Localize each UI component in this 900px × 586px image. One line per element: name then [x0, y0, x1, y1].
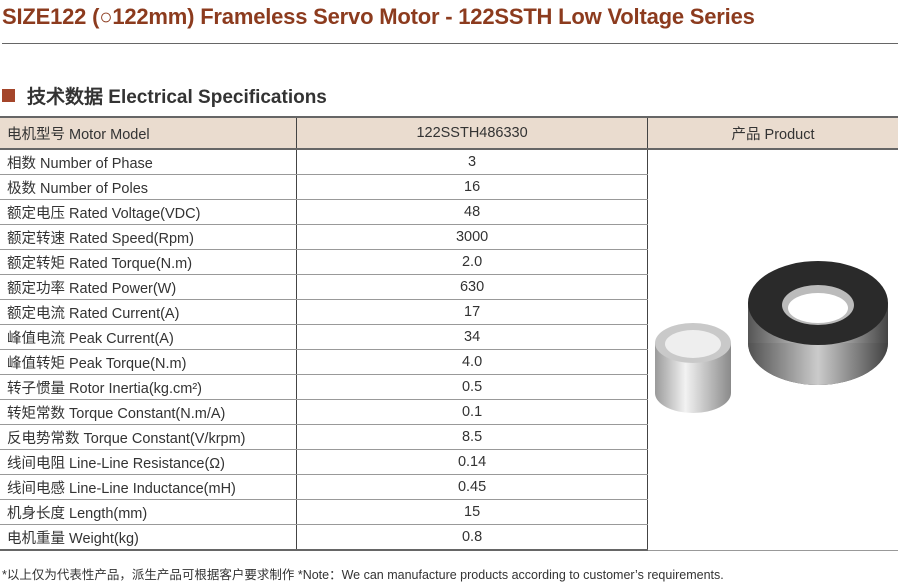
motor-image	[655, 260, 888, 413]
spec-label: 相数 Number of Phase	[0, 149, 298, 175]
spec-value: 4.0	[296, 349, 648, 375]
table-row: 峰值电流 Peak Current(A) 34	[0, 324, 898, 350]
header-cell: 产品 Product	[647, 116, 898, 150]
spec-label: 额定功率 Rated Power(W)	[0, 274, 298, 300]
spec-label: 转矩常数 Torque Constant(N.m/A)	[0, 399, 298, 425]
page-title: SIZE122 (○122mm) Frameless Servo Motor -…	[2, 4, 755, 29]
table-row: 线间电阻 Line-Line Resistance(Ω) 0.14	[0, 449, 898, 475]
spec-label: 峰值转矩 Peak Torque(N.m)	[0, 349, 298, 375]
spec-value: 630	[296, 274, 648, 300]
table-row: 额定功率 Rated Power(W) 630	[0, 274, 898, 300]
table-row: 机身长度 Length(mm) 15	[0, 499, 898, 525]
table-row: 额定电流 Rated Current(A) 17	[0, 299, 898, 325]
spec-value: 0.5	[296, 374, 648, 400]
table-header-row: 电机型号 Motor Model 122SSTH486330 产品 Produc…	[0, 116, 898, 150]
table-row: 额定电压 Rated Voltage(VDC) 48	[0, 199, 898, 225]
footnote: *以上仅为代表性产品，派生产品可根据客户要求制作 *Note：We can ma…	[2, 568, 724, 582]
spec-label: 反电势常数 Torque Constant(V/krpm)	[0, 424, 298, 450]
spec-label: 额定转速 Rated Speed(Rpm)	[0, 224, 298, 250]
spec-value: 0.8	[296, 524, 648, 551]
header-cell: 122SSTH486330	[296, 116, 648, 150]
table-row: 转子惯量 Rotor Inertia(kg.cm²) 0.5	[0, 374, 898, 400]
spec-value: 0.1	[296, 399, 648, 425]
spec-value: 8.5	[296, 424, 648, 450]
table-row: 额定转矩 Rated Torque(N.m) 2.0	[0, 249, 898, 275]
spec-value: 15	[296, 499, 648, 525]
spec-label: 额定电流 Rated Current(A)	[0, 299, 298, 325]
spec-label: 转子惯量 Rotor Inertia(kg.cm²)	[0, 374, 298, 400]
spec-label: 极数 Number of Poles	[0, 174, 298, 200]
spec-label: 额定转矩 Rated Torque(N.m)	[0, 249, 298, 275]
table-row: 相数 Number of Phase 3	[0, 149, 898, 551]
table-row: 极数 Number of Poles 16	[0, 174, 898, 200]
spec-label: 线间电感 Line-Line Inductance(mH)	[0, 474, 298, 500]
title-divider	[2, 43, 898, 44]
spec-label: 电机重量 Weight(kg)	[0, 524, 298, 551]
spec-value: 2.0	[296, 249, 648, 275]
table-row: 反电势常数 Torque Constant(V/krpm) 8.5	[0, 424, 898, 450]
spec-value: 16	[296, 174, 648, 200]
spec-value: 48	[296, 199, 648, 225]
table-row: 转矩常数 Torque Constant(N.m/A) 0.1	[0, 399, 898, 425]
table-row: 电机重量 Weight(kg) 0.8	[0, 524, 898, 551]
bullet-square-icon	[2, 89, 15, 102]
spec-value: 3	[296, 149, 648, 175]
table-row: 额定转速 Rated Speed(Rpm) 3000	[0, 224, 898, 250]
spec-label: 机身长度 Length(mm)	[0, 499, 298, 525]
spec-value: 3000	[296, 224, 648, 250]
section-title: 技术数据 Electrical Specifications	[27, 87, 327, 108]
table-row: 线间电感 Line-Line Inductance(mH) 0.45	[0, 474, 898, 500]
product-image	[647, 149, 898, 551]
spec-table: 电机型号 Motor Model 122SSTH486330 产品 Produc…	[0, 116, 898, 551]
table-row: 峰值转矩 Peak Torque(N.m) 4.0	[0, 349, 898, 375]
spec-value: 17	[296, 299, 648, 325]
spec-label: 峰值电流 Peak Current(A)	[0, 324, 298, 350]
spec-label: 额定电压 Rated Voltage(VDC)	[0, 199, 298, 225]
spec-value: 0.14	[296, 449, 648, 475]
spec-label: 线间电阻 Line-Line Resistance(Ω)	[0, 449, 298, 475]
section-heading: 技术数据 Electrical Specifications	[2, 82, 327, 109]
header-cell: 电机型号 Motor Model	[0, 116, 298, 150]
spec-value: 34	[296, 324, 648, 350]
spec-value: 0.45	[296, 474, 648, 500]
